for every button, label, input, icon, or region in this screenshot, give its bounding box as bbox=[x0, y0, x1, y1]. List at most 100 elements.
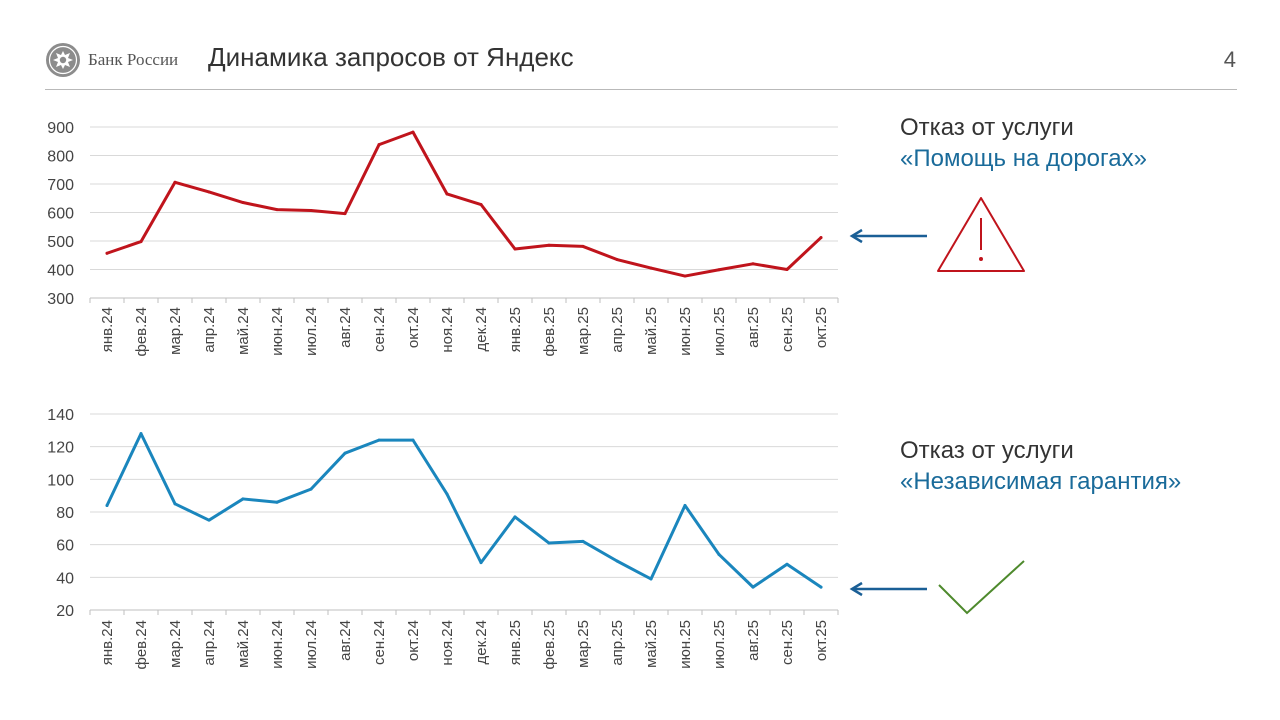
data-point bbox=[411, 438, 415, 442]
page-number: 4 bbox=[1223, 47, 1236, 72]
data-point bbox=[513, 247, 517, 251]
data-point bbox=[615, 258, 619, 262]
data-point bbox=[343, 212, 347, 216]
caption-road-assistance: Отказ от услуги «Помощь на дорогах» bbox=[900, 112, 1147, 174]
data-point bbox=[819, 236, 823, 240]
y-tick-label: 400 bbox=[47, 263, 74, 280]
data-point bbox=[445, 492, 449, 496]
x-tick-label: июн.25 bbox=[677, 620, 694, 669]
data-point bbox=[785, 268, 789, 271]
y-tick-label: 300 bbox=[47, 291, 74, 308]
y-tick-label: 100 bbox=[47, 472, 74, 489]
data-point bbox=[275, 500, 279, 504]
warning-triangle-icon bbox=[937, 197, 1025, 272]
series-line bbox=[105, 432, 823, 589]
data-point bbox=[377, 438, 381, 442]
x-tick-label: июл.25 bbox=[711, 307, 728, 356]
x-tick-label: ноя.24 bbox=[439, 307, 456, 353]
page-title: Динамика запросов от Яндекс bbox=[208, 42, 574, 72]
x-tick-label: июл.24 bbox=[303, 620, 320, 669]
caption-independent-guarantee: Отказ от услуги «Независимая гарантия» bbox=[900, 435, 1181, 497]
data-point bbox=[513, 515, 517, 519]
data-point bbox=[683, 503, 687, 507]
x-tick-label: окт.24 bbox=[405, 620, 422, 661]
x-tick-label: сен.24 bbox=[371, 620, 388, 665]
y-tick-label: 900 bbox=[47, 120, 74, 137]
data-point bbox=[751, 262, 755, 266]
x-tick-label: апр.24 bbox=[201, 307, 218, 353]
caption-line2: «Независимая гарантия» bbox=[900, 468, 1182, 495]
data-point bbox=[683, 274, 687, 278]
data-point bbox=[649, 266, 653, 270]
x-tick-label: апр.25 bbox=[609, 620, 626, 666]
arrow-left-icon bbox=[849, 228, 927, 244]
series-line bbox=[105, 130, 823, 278]
caption-line1: Отказ от услуги bbox=[900, 114, 1074, 141]
data-point bbox=[717, 552, 721, 556]
data-point bbox=[649, 577, 653, 581]
x-tick-label: янв.25 bbox=[507, 620, 524, 665]
data-point bbox=[173, 180, 177, 184]
slide-header: Банк России Динамика запросов от Яндекс … bbox=[0, 0, 1280, 92]
data-point bbox=[173, 502, 177, 506]
data-point bbox=[309, 487, 313, 491]
data-point bbox=[445, 192, 449, 196]
caption-line1: Отказ от услуги bbox=[900, 437, 1074, 464]
data-point bbox=[717, 268, 721, 272]
data-point bbox=[207, 190, 211, 194]
x-tick-label: июл.24 bbox=[303, 307, 320, 356]
checkmark-icon bbox=[938, 560, 1025, 615]
y-tick-label: 700 bbox=[47, 177, 74, 194]
x-tick-label: июн.25 bbox=[677, 307, 694, 356]
data-point bbox=[139, 240, 143, 244]
data-point bbox=[309, 209, 313, 213]
x-tick-label: авг.24 bbox=[337, 307, 354, 348]
data-point bbox=[547, 243, 551, 247]
x-tick-label: авг.24 bbox=[337, 620, 354, 661]
data-point bbox=[615, 559, 619, 563]
brand-name: Банк России bbox=[88, 50, 179, 69]
data-point bbox=[547, 541, 551, 545]
y-tick-label: 40 bbox=[56, 570, 74, 587]
y-tick-label: 80 bbox=[56, 505, 74, 522]
y-tick-label: 60 bbox=[56, 538, 74, 555]
x-tick-label: окт.25 bbox=[813, 620, 830, 661]
data-point bbox=[785, 562, 789, 566]
data-point bbox=[581, 539, 585, 543]
data-point bbox=[241, 497, 245, 501]
x-tick-label: янв.24 bbox=[99, 307, 116, 352]
x-tick-label: май.25 bbox=[643, 307, 660, 355]
x-tick-label: сен.24 bbox=[371, 307, 388, 352]
data-point bbox=[343, 451, 347, 455]
x-tick-label: мар.24 bbox=[167, 307, 184, 355]
y-tick-label: 800 bbox=[47, 149, 74, 166]
x-tick-label: фев.24 bbox=[133, 620, 150, 670]
x-tick-label: мар.25 bbox=[575, 620, 592, 668]
x-tick-label: апр.25 bbox=[609, 307, 626, 353]
y-tick-label: 120 bbox=[47, 440, 74, 457]
bank-logo-icon bbox=[46, 43, 80, 77]
data-point bbox=[105, 503, 109, 507]
header-divider bbox=[45, 89, 1237, 90]
data-point bbox=[479, 203, 483, 207]
data-point bbox=[479, 561, 483, 565]
x-tick-label: дек.24 bbox=[473, 307, 490, 352]
y-tick-label: 500 bbox=[47, 234, 74, 251]
data-point bbox=[275, 208, 279, 212]
x-tick-label: май.24 bbox=[235, 307, 252, 355]
x-tick-label: июн.24 bbox=[269, 307, 286, 356]
data-point bbox=[105, 251, 109, 255]
x-tick-label: сен.25 bbox=[779, 307, 796, 352]
data-point bbox=[411, 130, 415, 134]
x-tick-label: фев.25 bbox=[541, 620, 558, 670]
data-point bbox=[377, 143, 381, 147]
x-tick-label: окт.25 bbox=[813, 307, 830, 348]
x-tick-label: июн.24 bbox=[269, 620, 286, 669]
caption-line2: «Помощь на дорогах» bbox=[900, 145, 1147, 172]
chart-road-assistance: 300 400 500 600 700 800 900 янв.24 фев.24 мар.24 а… bbox=[47, 120, 839, 357]
x-tick-label: мар.24 bbox=[167, 620, 184, 668]
x-tick-label: фев.25 bbox=[541, 307, 558, 357]
x-tick-label: авг.25 bbox=[745, 307, 762, 348]
x-tick-label: мар.25 bbox=[575, 307, 592, 355]
